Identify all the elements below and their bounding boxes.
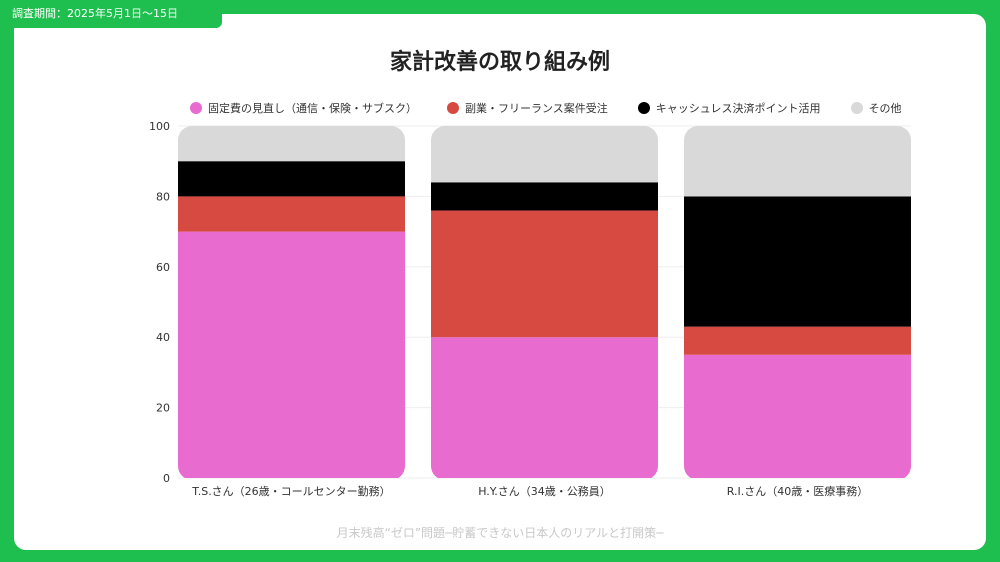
legend-label: キャッシュレス決済ポイント活用 [655, 102, 821, 115]
bar-segment [431, 126, 658, 183]
chart-card: 家計改善の取り組み例 固定費の見直し（通信・保険・サブスク） 副業・フリーランス… [14, 14, 986, 550]
legend-label: 固定費の見直し（通信・保険・サブスク） [208, 102, 417, 115]
x-category-label: T.S.さん（26歳・コールセンター勤務） [191, 484, 390, 498]
x-category-label: H.Y.さん（34歳・公務員） [478, 484, 611, 498]
bar-stack [178, 126, 405, 478]
x-category-label: R.I.さん（40歳・医療事務） [727, 484, 869, 498]
bar-stack [684, 126, 911, 478]
bar-segment [178, 126, 405, 162]
legend-swatch [447, 102, 459, 114]
bar-segment [431, 337, 658, 478]
bar-segment [684, 354, 911, 478]
legend-item-other: その他 [850, 100, 902, 116]
legend-label: その他 [868, 102, 902, 115]
bar-segment [684, 196, 911, 327]
bar-segment [178, 161, 405, 197]
legend-item-fixed-costs: 固定費の見直し（通信・保険・サブスク） [190, 100, 417, 116]
chart-legend: 固定費の見直し（通信・保険・サブスク） 副業・フリーランス案件受注 キャッシュレ… [190, 98, 902, 118]
bar-segment [684, 326, 911, 355]
bar-stack [431, 126, 658, 478]
survey-period-label: 調査期間：2025年5月1日〜15日 [12, 7, 178, 20]
bar-segment [684, 126, 911, 197]
legend-item-side-job: 副業・フリーランス案件受注 [447, 100, 608, 116]
source-footer: 月末残高“ゼロ”問題─貯蓄できない日本人のリアルと打開策─ [336, 526, 664, 540]
legend-item-cashless: キャッシュレス決済ポイント活用 [637, 100, 821, 116]
y-tick-label: 100 [149, 120, 170, 133]
legend-swatch [190, 102, 202, 114]
y-tick-label: 20 [156, 402, 170, 415]
legend-label: 副業・フリーランス案件受注 [465, 102, 608, 115]
legend-swatch [637, 102, 650, 114]
survey-period-tab: 調査期間：2025年5月1日〜15日 [0, 0, 222, 28]
y-tick-label: 60 [156, 261, 170, 274]
bar-segment [431, 210, 658, 338]
bar-segment [431, 182, 658, 211]
legend-swatch [850, 102, 863, 114]
bar-segment [178, 231, 405, 478]
y-tick-label: 80 [156, 190, 170, 203]
stacked-bar-chart: 0 20 40 60 80 100 T.S.さん（26歳・コールセンター勤務） H.Y.さん（… [149, 120, 911, 498]
chart-title: 家計改善の取り組み例 [389, 50, 610, 75]
y-tick-label: 0 [163, 472, 170, 485]
y-tick-label: 40 [156, 331, 170, 344]
bar-segment [178, 196, 405, 232]
